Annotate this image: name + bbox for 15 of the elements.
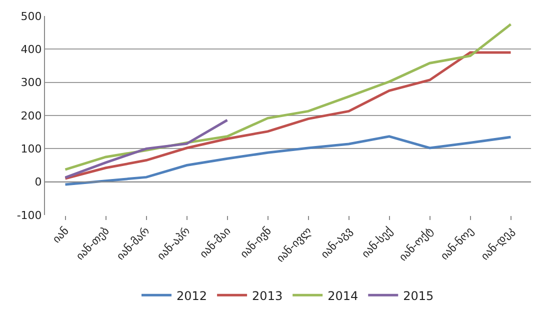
legend-label: 2015 xyxy=(403,288,434,303)
legend-label: 2014 xyxy=(328,288,358,303)
y-tick-label: 200 xyxy=(20,109,42,122)
line-series xyxy=(64,118,228,179)
legend-label: 2013 xyxy=(252,288,283,303)
y-tick-label: 0 xyxy=(34,176,42,189)
line-series xyxy=(64,135,512,186)
y-tick-label: 300 xyxy=(20,76,42,90)
x-tick-label: იან xyxy=(50,224,72,246)
legend-label: 2012 xyxy=(176,288,208,303)
line-series xyxy=(64,51,512,180)
y-tick-label: 100 xyxy=(20,142,42,156)
y-tick-label: -100 xyxy=(16,208,42,222)
y-tick-label: 400 xyxy=(20,43,42,56)
y-tick-label: 500 xyxy=(20,10,42,23)
